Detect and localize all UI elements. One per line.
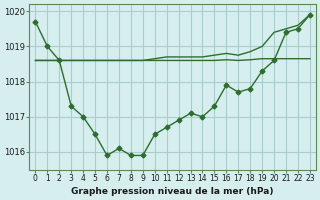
X-axis label: Graphe pression niveau de la mer (hPa): Graphe pression niveau de la mer (hPa) <box>71 187 274 196</box>
